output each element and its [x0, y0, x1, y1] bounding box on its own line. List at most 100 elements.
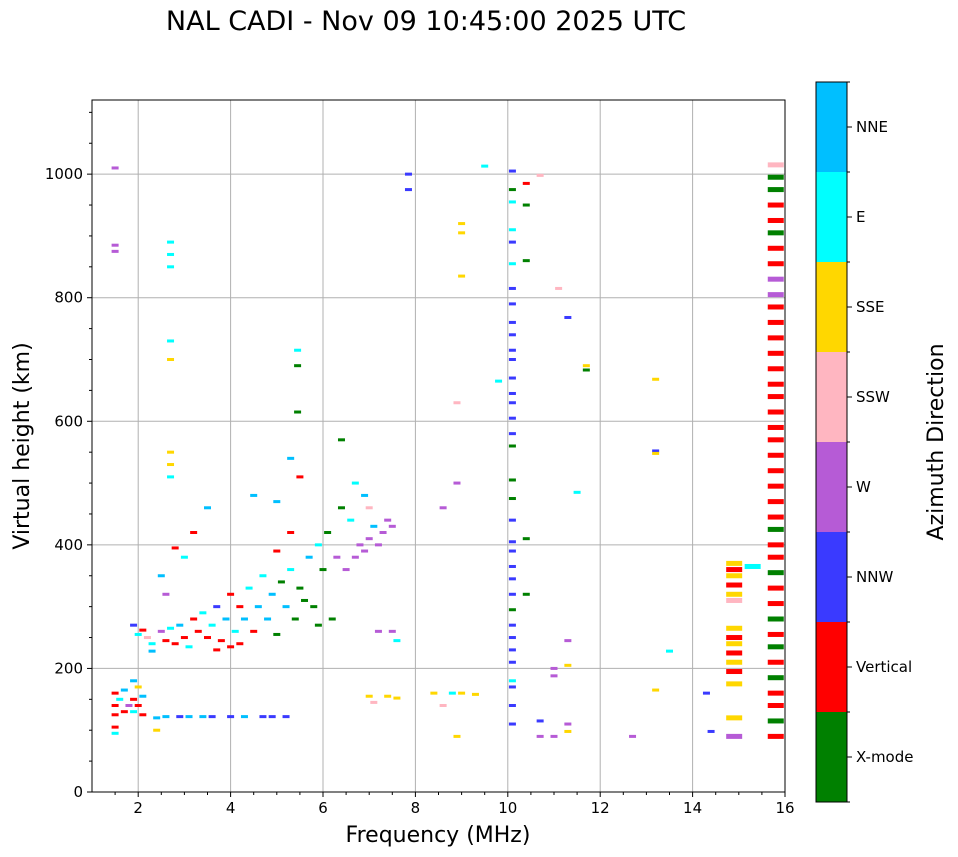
data-point	[111, 704, 119, 707]
data-point	[365, 506, 373, 510]
data-point	[508, 240, 516, 244]
data-point	[370, 524, 378, 528]
data-points	[111, 162, 784, 739]
data-point	[448, 691, 456, 695]
x-tick-label: 16	[775, 799, 794, 817]
data-point	[134, 632, 142, 636]
data-point	[702, 691, 710, 695]
data-point	[365, 537, 373, 541]
data-point	[167, 265, 175, 269]
data-point	[351, 481, 359, 485]
data-point	[393, 696, 401, 700]
y-axis-label: Virtual height (km)	[10, 342, 35, 549]
colorbar-segment-e	[816, 172, 847, 262]
data-point	[726, 669, 743, 675]
data-point	[767, 452, 784, 458]
data-point	[268, 592, 276, 596]
data-point	[324, 531, 332, 534]
colorbar: X-mode Vertical NNW W SSW SSE E NNE	[815, 81, 913, 803]
data-point	[236, 642, 244, 646]
data-point	[767, 217, 784, 223]
data-point	[227, 592, 235, 596]
data-point	[388, 629, 396, 633]
data-point	[130, 623, 138, 627]
colorbar-label-nnw: NNW	[856, 568, 893, 586]
data-point	[726, 659, 743, 665]
data-point	[111, 166, 119, 170]
data-point	[240, 715, 248, 719]
data-point	[384, 518, 392, 522]
x-tick-label: 10	[498, 799, 517, 817]
data-point	[555, 286, 563, 290]
data-point	[536, 173, 544, 177]
data-point	[153, 728, 161, 732]
data-point	[134, 685, 142, 689]
data-point	[139, 694, 147, 698]
data-point	[245, 586, 253, 590]
colorbar-segment-w	[816, 442, 847, 532]
data-point	[652, 377, 660, 381]
data-point	[384, 694, 392, 698]
data-point	[767, 631, 784, 637]
data-point	[199, 611, 207, 615]
data-point	[564, 722, 572, 726]
data-point	[287, 568, 295, 572]
data-point	[458, 222, 466, 226]
data-point	[767, 187, 784, 193]
data-point	[564, 729, 572, 733]
data-point	[508, 577, 516, 581]
data-point	[508, 444, 516, 448]
data-point	[314, 543, 322, 547]
data-point	[167, 339, 175, 343]
data-point	[162, 592, 170, 596]
data-point	[347, 518, 355, 522]
data-point	[250, 493, 258, 497]
data-point	[508, 432, 516, 436]
data-point	[508, 660, 516, 664]
data-point	[130, 710, 138, 714]
data-point	[481, 164, 489, 168]
data-point	[767, 174, 784, 180]
data-point	[240, 617, 248, 621]
data-point	[767, 350, 784, 356]
data-point	[217, 639, 225, 643]
data-point	[767, 468, 784, 474]
data-point	[508, 685, 516, 689]
data-point	[508, 416, 516, 420]
data-point	[116, 697, 124, 701]
data-point	[204, 506, 211, 510]
data-point	[162, 639, 170, 643]
data-point	[508, 648, 516, 652]
data-point	[287, 456, 295, 460]
colorbar-label-sse: SSE	[856, 298, 885, 316]
data-point	[296, 586, 304, 590]
data-point	[458, 231, 466, 235]
data-point	[508, 401, 516, 405]
data-point	[508, 478, 516, 482]
data-point	[208, 715, 216, 719]
data-point	[120, 688, 128, 692]
data-point	[767, 335, 784, 341]
data-point	[374, 629, 382, 633]
data-point	[139, 713, 147, 717]
colorbar-segment-sse	[816, 262, 847, 352]
data-point	[176, 715, 184, 719]
data-point	[167, 475, 175, 479]
data-point	[726, 635, 743, 641]
data-point	[726, 715, 743, 721]
colorbar-segment-vertical	[816, 622, 847, 712]
axes: 2 4 6 8 10 12 14 16 0 200 400 600 800 1000	[45, 111, 795, 817]
y-tick-label: 200	[54, 659, 83, 677]
data-point	[167, 626, 175, 630]
data-point	[726, 650, 743, 656]
data-point	[726, 681, 743, 687]
data-point	[508, 320, 516, 324]
data-point	[508, 704, 516, 707]
data-point	[726, 560, 743, 566]
data-point	[282, 715, 290, 719]
x-tick-label: 12	[591, 799, 610, 817]
data-point	[130, 697, 138, 701]
data-point	[167, 252, 175, 256]
data-point	[767, 483, 784, 489]
data-point	[213, 648, 221, 652]
